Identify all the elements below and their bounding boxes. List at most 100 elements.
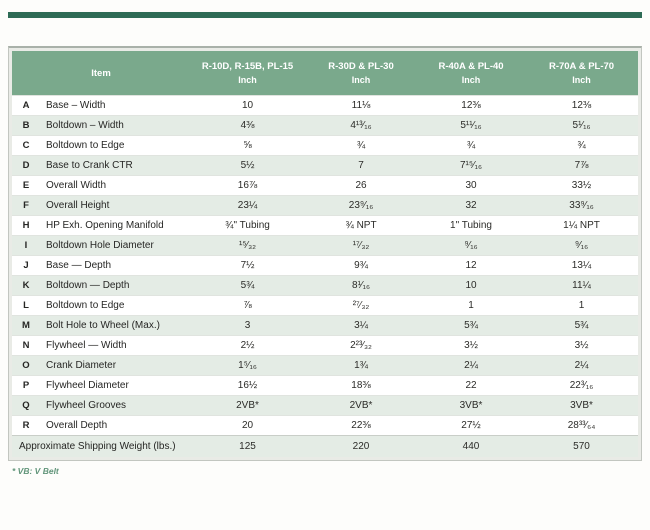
- row-value: ⁹⁄₁₆: [525, 235, 639, 256]
- row-value: 440: [417, 435, 526, 457]
- row-value: 10: [190, 95, 306, 116]
- row-letter: H: [12, 215, 40, 236]
- table-header: Item R-10D, R-15B, PL-15 Inch R-30D & PL…: [12, 51, 639, 96]
- row-value: 2VB*: [305, 395, 418, 416]
- row-value: 9¾: [305, 255, 418, 276]
- row-value: 10: [417, 275, 526, 296]
- row-item: Overall Height: [40, 195, 191, 216]
- row-value: 1¼ NPT: [525, 215, 639, 236]
- row-letter: A: [12, 95, 40, 116]
- row-letter: R: [12, 415, 40, 436]
- table-row: A Base – Width 10 11⅛ 12⅜ 12⅜: [12, 95, 639, 116]
- row-value: 12⅜: [417, 95, 526, 116]
- spec-table-panel: Item R-10D, R-15B, PL-15 Inch R-30D & PL…: [8, 46, 642, 461]
- table-row: H HP Exh. Opening Manifold ¾" Tubing ¾ NPT 1…: [12, 215, 639, 236]
- row-item: Overall Width: [40, 175, 191, 196]
- row-value: 22³⁄₁₆: [525, 375, 639, 396]
- row-value: 7½: [190, 255, 306, 276]
- row-value: 2VB*: [190, 395, 306, 416]
- table-row: E Overall Width 16⅞ 26 30 33½: [12, 175, 639, 196]
- table-row: N Flywheel — Width 2½ 2²³⁄₃₂ 3½ 3½: [12, 335, 639, 356]
- row-letter: C: [12, 135, 40, 156]
- row-value: 3VB*: [525, 395, 639, 416]
- table-row: R Overall Depth 20 22⅜ 27½ 28³³⁄₆₄: [12, 415, 639, 436]
- row-value: 7⅞: [525, 155, 639, 176]
- table-row: O Crank Diameter 1⁵⁄₁₆ 1¾ 2¼ 2¼: [12, 355, 639, 376]
- row-value: 16⅞: [190, 175, 306, 196]
- row-value: 3½: [417, 335, 526, 356]
- row-value: 5¹⁄₁₆: [525, 115, 639, 136]
- table-row: Q Flywheel Grooves 2VB* 2VB* 3VB* 3VB*: [12, 395, 639, 416]
- row-letter: I: [12, 235, 40, 256]
- row-value: 220: [305, 435, 418, 457]
- top-accent-bar: [8, 12, 642, 18]
- header-col-4-models: R-70A & PL-70: [548, 61, 615, 72]
- row-letter: E: [12, 175, 40, 196]
- row-value: 27½: [417, 415, 526, 436]
- row-item: Flywheel — Width: [40, 335, 191, 356]
- table-row: M Bolt Hole to Wheel (Max.) 3 3¼ 5¾ 5¾: [12, 315, 639, 336]
- row-value: 5¾: [525, 315, 639, 336]
- row-value: 4¹³⁄₁₆: [305, 115, 418, 136]
- table-row: K Boltdown — Depth 5¾ 8¹⁄₁₆ 10 11¼: [12, 275, 639, 296]
- row-value: 22⅜: [305, 415, 418, 436]
- row-value: 1⁵⁄₁₆: [190, 355, 306, 376]
- row-value: 20: [190, 415, 306, 436]
- table-row: L Boltdown to Edge ⅞ ²⁷⁄₃₂ 1 1: [12, 295, 639, 316]
- header-col-2: R-30D & PL-30 Inch: [305, 51, 418, 96]
- row-letter: O: [12, 355, 40, 376]
- row-value: 2²³⁄₃₂: [305, 335, 418, 356]
- row-value: ¾ NPT: [305, 215, 418, 236]
- row-value: 11⅛: [305, 95, 418, 116]
- header-col-2-unit: Inch: [351, 75, 371, 85]
- row-value: 32: [417, 195, 526, 216]
- row-value: ⅞: [190, 295, 306, 316]
- row-item: Crank Diameter: [40, 355, 191, 376]
- header-col-2-models: R-30D & PL-30: [328, 61, 394, 72]
- row-value: 18⅜: [305, 375, 418, 396]
- row-letter: P: [12, 375, 40, 396]
- row-letter: K: [12, 275, 40, 296]
- row-value: 2¼: [417, 355, 526, 376]
- row-letter: F: [12, 195, 40, 216]
- table-row: J Base — Depth 7½ 9¾ 12 13¼: [12, 255, 639, 276]
- row-letter: Q: [12, 395, 40, 416]
- shipping-weight-label: Approximate Shipping Weight (lbs.): [12, 435, 191, 457]
- row-value: 2¼: [525, 355, 639, 376]
- row-value: 3¼: [305, 315, 418, 336]
- table-row: P Flywheel Diameter 16½ 18⅜ 22 22³⁄₁₆: [12, 375, 639, 396]
- row-value: 1" Tubing: [417, 215, 526, 236]
- header-col-1-models: R-10D, R-15B, PL-15: [201, 61, 294, 72]
- row-item: Overall Depth: [40, 415, 191, 436]
- row-value: ¹⁷⁄₃₂: [305, 235, 418, 256]
- header-col-3-unit: Inch: [461, 75, 481, 85]
- table-body: A Base – Width 10 11⅛ 12⅜ 12⅜ B Boltdown – Widt…: [12, 95, 639, 457]
- row-value: ²⁷⁄₃₂: [305, 295, 418, 316]
- row-item: Boltdown to Edge: [40, 135, 191, 156]
- row-item: Boltdown — Depth: [40, 275, 191, 296]
- row-value: ¾" Tubing: [190, 215, 306, 236]
- row-value: 3½: [525, 335, 639, 356]
- table-row: F Overall Height 23¼ 23⁹⁄₁₆ 32 33⁹⁄₁₆: [12, 195, 639, 216]
- row-value: 4⅜: [190, 115, 306, 136]
- row-item: Bolt Hole to Wheel (Max.): [40, 315, 191, 336]
- header-col-3: R-40A & PL-40 Inch: [417, 51, 526, 96]
- row-item: Boltdown Hole Diameter: [40, 235, 191, 256]
- table-row: C Boltdown to Edge ⅝ ¾ ¾ ¾: [12, 135, 639, 156]
- row-letter: M: [12, 315, 40, 336]
- row-letter: B: [12, 115, 40, 136]
- row-item: Boltdown to Edge: [40, 295, 191, 316]
- row-value: 23¼: [190, 195, 306, 216]
- row-value: ¹⁵⁄₃₂: [190, 235, 306, 256]
- row-value: 12⅜: [525, 95, 639, 116]
- row-value: 22: [417, 375, 526, 396]
- row-value: 1¾: [305, 355, 418, 376]
- table-row: B Boltdown – Width 4⅜ 4¹³⁄₁₆ 5¹¹⁄₁₆ 5¹⁄₁₆: [12, 115, 639, 136]
- header-col-3-models: R-40A & PL-40: [438, 61, 504, 72]
- header-col-4: R-70A & PL-70 Inch: [525, 51, 639, 96]
- row-value: ¾: [525, 135, 639, 156]
- row-value: 2½: [190, 335, 306, 356]
- row-item: Base – Width: [40, 95, 191, 116]
- row-value: 11¼: [525, 275, 639, 296]
- row-value: 12: [417, 255, 526, 276]
